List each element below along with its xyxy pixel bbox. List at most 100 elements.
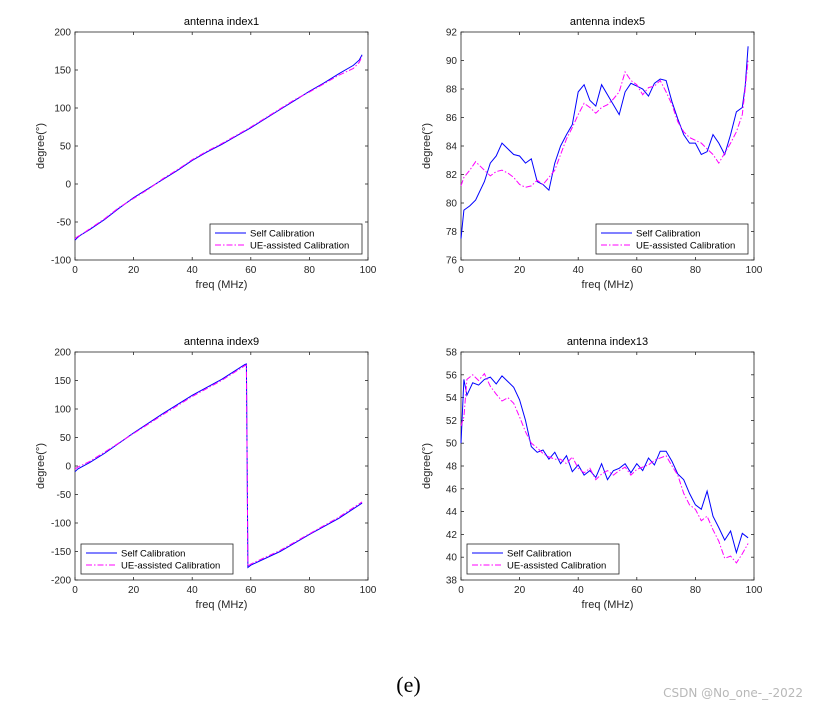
y-tick-label: 0	[65, 180, 71, 191]
x-tick-label: 0	[72, 585, 78, 596]
chart-4: antenna index13 0 20 40 60 80 100 38 40 42 44 46 48 5…	[421, 336, 763, 611]
y-tick-label: 78	[446, 227, 458, 238]
x-tick-label: 40	[187, 585, 199, 596]
y-tick-label: 200	[54, 28, 71, 39]
legend-box	[80, 543, 234, 575]
x-tick-label: 0	[458, 265, 464, 276]
y-tick-label: 50	[60, 142, 72, 153]
x-tick-label: 40	[187, 265, 199, 276]
chart-title: antenna index9	[184, 336, 259, 348]
series-self-calibration	[460, 375, 749, 555]
y-tick-label: 150	[54, 66, 71, 77]
y-tick-label: 58	[446, 348, 458, 359]
y-tick-label: 50	[446, 439, 458, 450]
x-tick-label: 100	[360, 265, 377, 276]
y-tick-label: 48	[446, 462, 458, 473]
x-tick-label: 80	[690, 585, 702, 596]
x-tick-label: 100	[746, 585, 763, 596]
legend-label: Self Calibration	[636, 229, 700, 240]
x-tick-label: 20	[128, 265, 140, 276]
series-ue-assisted-calibration	[74, 56, 363, 240]
chart-title: antenna index1	[184, 16, 259, 28]
y-tick-label: 92	[446, 28, 458, 39]
legend-box	[209, 223, 363, 255]
series-ue-assisted-calibration	[460, 60, 749, 188]
y-tick-label: 150	[54, 376, 71, 387]
series-ue-assisted-calibration	[74, 364, 363, 568]
y-tick-label: 90	[446, 56, 458, 67]
y-tick-label: 42	[446, 530, 458, 541]
y-tick-label: 80	[446, 199, 458, 210]
x-tick-label: 80	[304, 585, 316, 596]
legend-label: UE-assisted Calibration	[507, 561, 606, 572]
x-axis-label: freq (MHz)	[196, 599, 248, 611]
chart-2: antenna index5 0 20 40 60 80 100 76 78 80 82 84 86 88…	[421, 16, 763, 291]
x-axis-label: freq (MHz)	[582, 599, 634, 611]
legend-box	[595, 223, 749, 255]
chart-title: antenna index5	[570, 16, 645, 28]
legend-label: UE-assisted Calibration	[121, 561, 220, 572]
y-tick-label: -50	[57, 490, 72, 501]
chart-3: antenna index9 0 20 40 60 80 100 -200 -150 -100 -5…	[35, 336, 377, 611]
plot-area	[74, 31, 369, 261]
y-tick-label: 100	[54, 104, 71, 115]
y-tick-label: 46	[446, 484, 458, 495]
y-tick-label: -100	[51, 256, 71, 267]
y-tick-label: 82	[446, 170, 458, 181]
plot-area	[74, 351, 369, 581]
x-tick-label: 80	[690, 265, 702, 276]
figure-caption: (e)	[396, 672, 421, 697]
y-tick-label: -200	[51, 576, 71, 587]
legend-label: UE-assisted Calibration	[250, 241, 349, 252]
chart-1: antenna index1 0 20 40 60 80 100 -100 -50 0 50 100 1…	[35, 16, 377, 291]
y-axis-label: degree(°)	[35, 443, 47, 489]
plot-area	[460, 31, 755, 261]
y-tick-label: -50	[57, 218, 72, 229]
y-axis-label: degree(°)	[35, 123, 47, 169]
x-tick-label: 80	[304, 265, 316, 276]
y-tick-label: 86	[446, 113, 458, 124]
series-self-calibration	[74, 54, 363, 241]
x-tick-label: 60	[245, 265, 257, 276]
y-tick-label: 38	[446, 576, 458, 587]
x-tick-label: 0	[458, 585, 464, 596]
y-axis-label: degree(°)	[421, 443, 433, 489]
y-tick-label: 52	[446, 416, 458, 427]
x-axis-label: freq (MHz)	[582, 279, 634, 291]
x-tick-label: 40	[573, 265, 585, 276]
y-tick-label: 56	[446, 370, 458, 381]
x-tick-label: 60	[631, 265, 643, 276]
legend-label: Self Calibration	[250, 229, 314, 240]
y-tick-label: 100	[54, 405, 71, 416]
legend-box	[466, 543, 620, 575]
series-self-calibration	[460, 46, 749, 239]
y-tick-label: 88	[446, 85, 458, 96]
chart-title: antenna index13	[567, 336, 648, 348]
x-tick-label: 60	[631, 585, 643, 596]
x-tick-label: 20	[514, 585, 526, 596]
legend-label: Self Calibration	[507, 549, 571, 560]
y-tick-label: 200	[54, 348, 71, 359]
y-tick-label: -100	[51, 519, 71, 530]
x-tick-label: 60	[245, 585, 257, 596]
watermark: CSDN @No_one-_-2022	[663, 686, 803, 700]
y-tick-label: 44	[446, 507, 458, 518]
x-tick-label: 20	[128, 585, 140, 596]
x-tick-label: 40	[573, 585, 585, 596]
legend-label: UE-assisted Calibration	[636, 241, 735, 252]
y-axis-label: degree(°)	[421, 123, 433, 169]
x-tick-label: 100	[360, 585, 377, 596]
y-tick-label: 0	[65, 462, 71, 473]
series-self-calibration	[74, 363, 363, 569]
y-tick-label: 54	[446, 393, 458, 404]
y-tick-label: 50	[60, 433, 72, 444]
series-ue-assisted-calibration	[460, 372, 749, 564]
legend-label: Self Calibration	[121, 549, 185, 560]
plot-area	[460, 351, 755, 581]
x-tick-label: 20	[514, 265, 526, 276]
x-tick-label: 100	[746, 265, 763, 276]
